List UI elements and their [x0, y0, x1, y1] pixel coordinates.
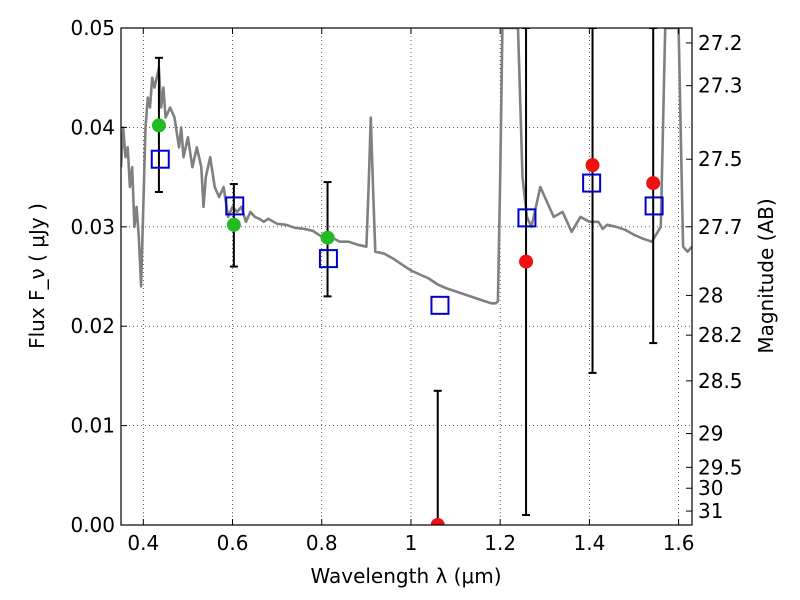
- plot-area: [121, 28, 692, 525]
- right-tick-label: 29.5: [698, 455, 743, 479]
- model-photometry-square: [430, 295, 450, 315]
- right-axis-label: Magnitude (AB): [754, 198, 778, 353]
- right-tick-label: 27.2: [698, 31, 743, 55]
- right-tick-label: 30: [698, 476, 723, 500]
- y-tick-label: 0.03: [70, 215, 115, 239]
- plot-frame: [120, 27, 693, 526]
- x-tick-label: 1.6: [663, 531, 695, 555]
- x-tick-label: 1.4: [573, 531, 605, 555]
- right-tick-label: 27.5: [698, 147, 743, 171]
- model-photometry-square: [150, 149, 170, 169]
- model-photometry-square: [318, 249, 338, 269]
- model-photometry-square: [644, 196, 664, 216]
- x-axis-label: Wavelength λ (μm): [310, 564, 501, 588]
- right-tick-label: 28: [698, 283, 723, 307]
- observed-flux-point: [320, 230, 335, 245]
- model-spectrum-line: [121, 28, 692, 305]
- observed-flux-point: [430, 518, 445, 525]
- model-photometry-square: [225, 196, 245, 216]
- x-tick-label: 1.2: [484, 531, 516, 555]
- x-tick-label: 0.8: [306, 531, 338, 555]
- y-tick-label: 0.04: [70, 115, 115, 139]
- grid: [121, 27, 692, 526]
- y-tick-label: 0.01: [70, 414, 115, 438]
- observed-flux-point: [585, 158, 600, 173]
- x-tick-label: 1: [405, 531, 418, 555]
- axes: 0.4 0.6 0.8 1 1.2 1.4 1.6 0.00 0.01 0.02 0.03 0.04 0…: [70, 16, 742, 555]
- y-tick-label: 0.02: [70, 314, 115, 338]
- right-tick-label: 28.5: [698, 369, 743, 393]
- x-tick-label: 0.6: [217, 531, 249, 555]
- y-tick-label: 0.05: [70, 16, 115, 40]
- right-tick-label: 28.2: [698, 323, 743, 347]
- right-tick-label: 29: [698, 422, 723, 446]
- model-photometry-square: [582, 173, 602, 193]
- x-tick-label: 0.4: [127, 531, 159, 555]
- model-photometry-square: [517, 208, 537, 228]
- right-tick-label: 27.7: [698, 215, 743, 239]
- observed-flux-point: [151, 118, 166, 133]
- right-tick-label: 31: [698, 499, 723, 523]
- observed-flux-point: [226, 217, 241, 232]
- observed-flux-point: [519, 254, 534, 269]
- y-tick-label: 0.00: [70, 513, 115, 537]
- observed-flux-point: [646, 176, 661, 191]
- right-tick-label: 27.3: [698, 74, 743, 98]
- y-axis-label: Flux F_ν ( μJy ): [25, 203, 49, 349]
